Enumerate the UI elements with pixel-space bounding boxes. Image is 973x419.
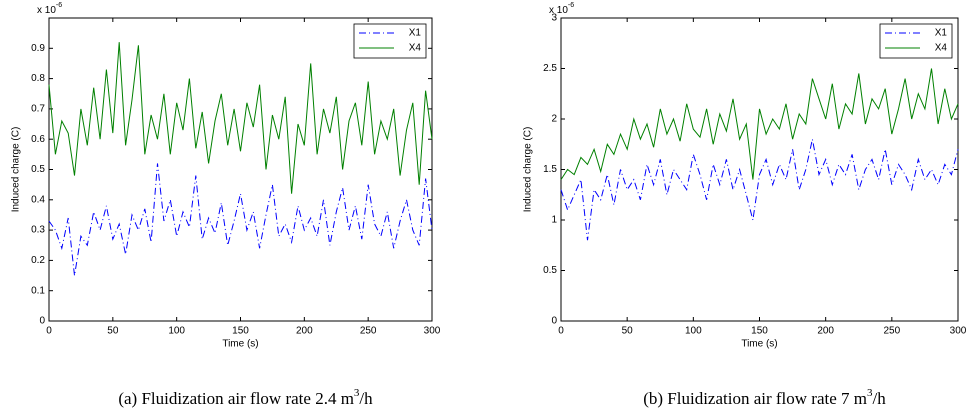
legend-label: X4 [409, 43, 422, 54]
x-tick-label: 100 [168, 326, 185, 337]
plot-area [560, 17, 959, 322]
y-tick-label: 0.7 [31, 104, 45, 115]
x-axis-label: Time (s) [222, 339, 258, 350]
series-line [48, 163, 433, 276]
x-tick-label: 250 [883, 326, 900, 337]
y-tick-label: 0.9 [31, 43, 45, 54]
y-tick-label: 2 [551, 114, 557, 125]
y-axis-label: Induced charge (C) [523, 127, 534, 213]
y-tick-label: 0 [39, 316, 45, 327]
caption-part: 3 [867, 387, 873, 399]
y-tick-label: 0.5 [31, 164, 45, 175]
legend-label: X1 [935, 28, 948, 39]
y-tick-label: 1 [551, 215, 557, 226]
axis-multiplier: x 10-6 [37, 2, 62, 16]
y-tick-label: 0 [551, 316, 557, 327]
series-line [560, 68, 959, 180]
multiplier-exponent: -6 [56, 2, 62, 9]
x-tick-label: 300 [950, 326, 967, 337]
caption-part: (b) Fluidization air flow rate 7 m [643, 389, 867, 408]
legend-label: X1 [409, 28, 422, 39]
y-tick-label: 0.8 [31, 73, 45, 84]
legend-box [353, 23, 427, 59]
x-tick-label: 50 [107, 326, 119, 337]
legend-label: X4 [935, 43, 948, 54]
legend-box [879, 23, 953, 59]
x-tick-label: 100 [685, 326, 702, 337]
y-tick-label: 0.4 [31, 194, 45, 205]
caption-part: (a) Fluidization air flow rate 2.4 m [118, 389, 354, 408]
x-tick-label: 50 [622, 326, 634, 337]
y-tick-label: 0.6 [31, 134, 45, 145]
plot-area [48, 17, 433, 322]
y-axis-label: Induced charge (C) [11, 127, 22, 213]
y-tick-label: 1.5 [543, 164, 557, 175]
multiplier-exponent: -6 [568, 2, 574, 9]
y-tick-label: 0.5 [543, 265, 557, 276]
x-tick-label: 150 [232, 326, 249, 337]
x-tick-label: 250 [360, 326, 377, 337]
y-tick-label: 0.1 [31, 285, 45, 296]
multiplier: x 10 [37, 5, 56, 16]
x-tick-label: 150 [751, 326, 768, 337]
x-tick-label: 0 [46, 326, 52, 337]
y-tick-label: 3 [551, 13, 557, 24]
caption-part: 3 [354, 387, 360, 399]
x-tick-label: 200 [296, 326, 313, 337]
x-tick-label: 200 [817, 326, 834, 337]
x-axis-label: Time (s) [741, 339, 777, 350]
x-tick-label: 0 [558, 326, 564, 337]
y-tick-label: 0.3 [31, 225, 45, 236]
caption: (b) Fluidization air flow rate 7 m3/h [643, 387, 886, 408]
caption-part: /h [359, 389, 373, 408]
caption-part: /h [873, 389, 887, 408]
y-tick-label: 0.2 [31, 255, 45, 266]
y-tick-label: 2.5 [543, 63, 557, 74]
series-line [48, 42, 433, 194]
caption: (a) Fluidization air flow rate 2.4 m3/h [118, 387, 373, 408]
multiplier: x 10 [549, 5, 568, 16]
axis-multiplier: x 10-6 [549, 2, 574, 16]
series-line [560, 139, 959, 241]
x-tick-label: 300 [424, 326, 441, 337]
